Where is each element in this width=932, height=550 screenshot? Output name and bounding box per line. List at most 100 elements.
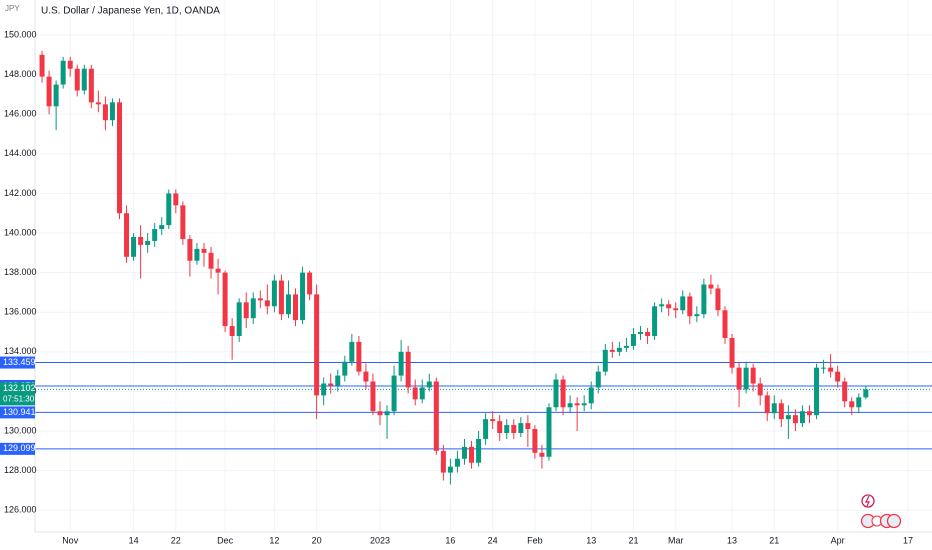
candle-body [159,225,165,230]
candle-body [701,284,707,315]
x-tick-label: 20 [312,535,322,545]
y-tick-label: 150.000 [4,29,37,39]
candle-body [257,298,263,301]
x-tick-label: Nov [62,535,79,545]
labels: 126.000128.000130.000132.000134.000136.0… [0,29,913,545]
candle-body [623,345,629,348]
candle-body [673,308,679,311]
candle-body [511,425,517,434]
candle-body [335,375,341,386]
candle-body [497,421,503,434]
level-label-bg [0,356,35,369]
candle-body [81,68,87,91]
x-tick-label: 24 [488,535,498,545]
candle-body [243,302,249,319]
x-tick-label: Dec [217,535,234,545]
candle-body [321,383,327,396]
candle-body [53,84,59,107]
candle-body [863,389,869,398]
candle-body [687,296,693,317]
candle-body [201,248,207,253]
candles [39,50,869,485]
candle-body [729,337,735,368]
candle-body [384,411,390,416]
candle-body [405,351,411,388]
candle-body [187,238,193,261]
x-tick-label: 16 [445,535,455,545]
candle-body [426,381,432,388]
y-tick-label: 140.000 [4,227,37,237]
candle-body [842,381,848,402]
candle-body [567,403,573,408]
candle-body [398,351,404,376]
candle-body [88,68,94,103]
x-tick-label: 21 [769,535,779,545]
last-price-bg [0,382,35,406]
candle-body [307,272,313,295]
candle-body [799,411,805,424]
candle-body [588,387,594,404]
event-icon [861,494,875,508]
candle-body [229,326,235,336]
candle-body [152,229,158,241]
candle-body [645,332,651,336]
candle-body [250,298,256,319]
candle-body [778,403,784,420]
candle-body [145,240,151,245]
candle-body [814,367,820,416]
flag-icon [886,513,902,529]
candle-body [440,450,446,473]
candle-body [476,438,482,463]
candle-body [300,272,306,321]
candle-body [180,205,186,239]
candle-body [314,294,320,396]
candle-body [278,280,284,315]
candle-body [715,288,721,311]
candle-body [828,367,834,372]
y-tick-label: 144.000 [4,148,37,158]
candle-body [215,268,221,273]
candle-body [124,213,130,257]
y-tick-label: 134.000 [4,346,37,356]
candle-body [138,236,144,245]
level-label: 133.459 [3,357,36,367]
candle-body [46,76,52,107]
chart-title: U.S. Dollar / Japanese Yen, 1D, OANDA [41,6,220,17]
candle-body [525,423,531,430]
y-tick-label: 138.000 [4,267,37,277]
candle-body [285,294,291,315]
candle-body [609,349,615,352]
x-tick-label: 17 [903,535,913,545]
candle-body [74,68,80,91]
candle-body [356,341,362,372]
x-tick-label: 13 [727,535,737,545]
candle-body [95,102,101,105]
candle-body [806,411,812,416]
candle-body [680,296,686,311]
y-tick-label: 146.000 [4,109,37,119]
candle-body [539,452,545,457]
candle-body [208,252,214,269]
candle-body [821,367,827,369]
candle-body [222,272,228,327]
y-tick-label: 148.000 [4,69,37,79]
candle-body [849,401,855,408]
x-tick-label: 22 [171,535,181,545]
y-tick-label: 130.000 [4,425,37,435]
candle-body [131,236,137,257]
candle-body [743,367,749,390]
axis-unit: JPY [5,4,20,13]
candle-body [454,458,460,467]
candle-body [856,397,862,408]
countdown-label: 07:51:30 [3,395,35,404]
candle-body [764,395,770,414]
candle-body [483,419,489,439]
x-tick-label: Mar [668,535,684,545]
level-label-bg [0,406,35,419]
level-label: 129.099 [3,443,36,453]
candle-body [166,193,172,226]
candle-body [377,411,383,416]
candle-body [595,371,601,388]
